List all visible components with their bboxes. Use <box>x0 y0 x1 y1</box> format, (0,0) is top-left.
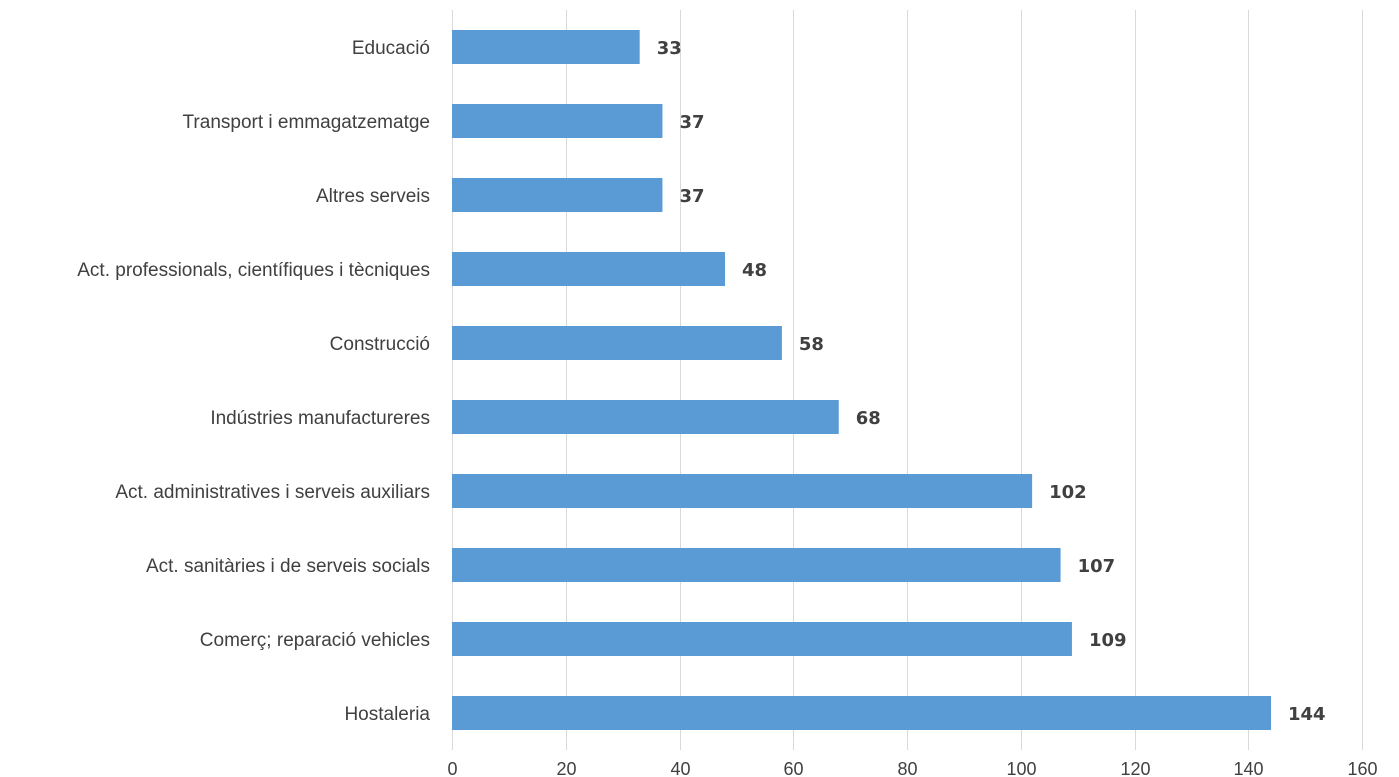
bar-5 <box>452 326 782 360</box>
bars <box>452 30 1271 730</box>
bar-2 <box>452 104 663 138</box>
value-label-1: 33 <box>657 38 682 59</box>
bar-6 <box>452 400 839 434</box>
bar-7 <box>452 474 1033 508</box>
x-tick-label-100: 100 <box>1006 759 1036 777</box>
category-label-6: Indústries manufactureres <box>210 408 430 429</box>
category-label-2: Transport i emmagatzematge <box>183 112 430 133</box>
x-tick-label-60: 60 <box>783 759 803 777</box>
x-axis-tick-labels: 0 20 40 60 80 100 120 140 160 <box>447 759 1377 777</box>
x-tick-label-160: 160 <box>1347 759 1377 777</box>
x-tick-label-40: 40 <box>670 759 690 777</box>
value-label-7: 102 <box>1049 482 1087 503</box>
bar-1 <box>452 30 640 64</box>
category-label-1: Educació <box>352 38 430 59</box>
bar-10 <box>452 696 1271 730</box>
value-label-6: 68 <box>856 408 881 429</box>
value-labels: 33 37 37 48 58 68 102 107 109 144 <box>657 38 1326 725</box>
x-tick-label-0: 0 <box>447 759 457 777</box>
value-label-2: 37 <box>679 112 704 133</box>
x-tick-label-120: 120 <box>1120 759 1150 777</box>
x-tick-label-80: 80 <box>897 759 917 777</box>
category-label-9: Comerç; reparació vehicles <box>200 630 430 651</box>
value-label-3: 37 <box>679 186 704 207</box>
bar-3 <box>452 178 663 212</box>
category-label-7: Act. administratives i serveis auxiliars <box>115 482 430 503</box>
category-labels: Educació Transport i emmagatzematge Altres… <box>77 38 430 725</box>
category-label-5: Construcció <box>330 334 430 355</box>
category-label-10: Hostaleria <box>344 704 430 725</box>
category-label-8: Act. sanitàries i de serveis socials <box>146 556 430 577</box>
value-label-8: 107 <box>1078 556 1116 577</box>
bar-4 <box>452 252 725 286</box>
x-tick-label-20: 20 <box>556 759 576 777</box>
value-label-10: 144 <box>1288 704 1326 725</box>
value-label-9: 109 <box>1089 630 1127 651</box>
value-label-5: 58 <box>799 334 824 355</box>
category-label-3: Altres serveis <box>316 186 430 207</box>
bar-9 <box>452 622 1072 656</box>
bar-8 <box>452 548 1061 582</box>
category-label-4: Act. professionals, científiques i tècni… <box>77 260 430 281</box>
x-tick-label-140: 140 <box>1233 759 1263 777</box>
value-label-4: 48 <box>742 260 767 281</box>
